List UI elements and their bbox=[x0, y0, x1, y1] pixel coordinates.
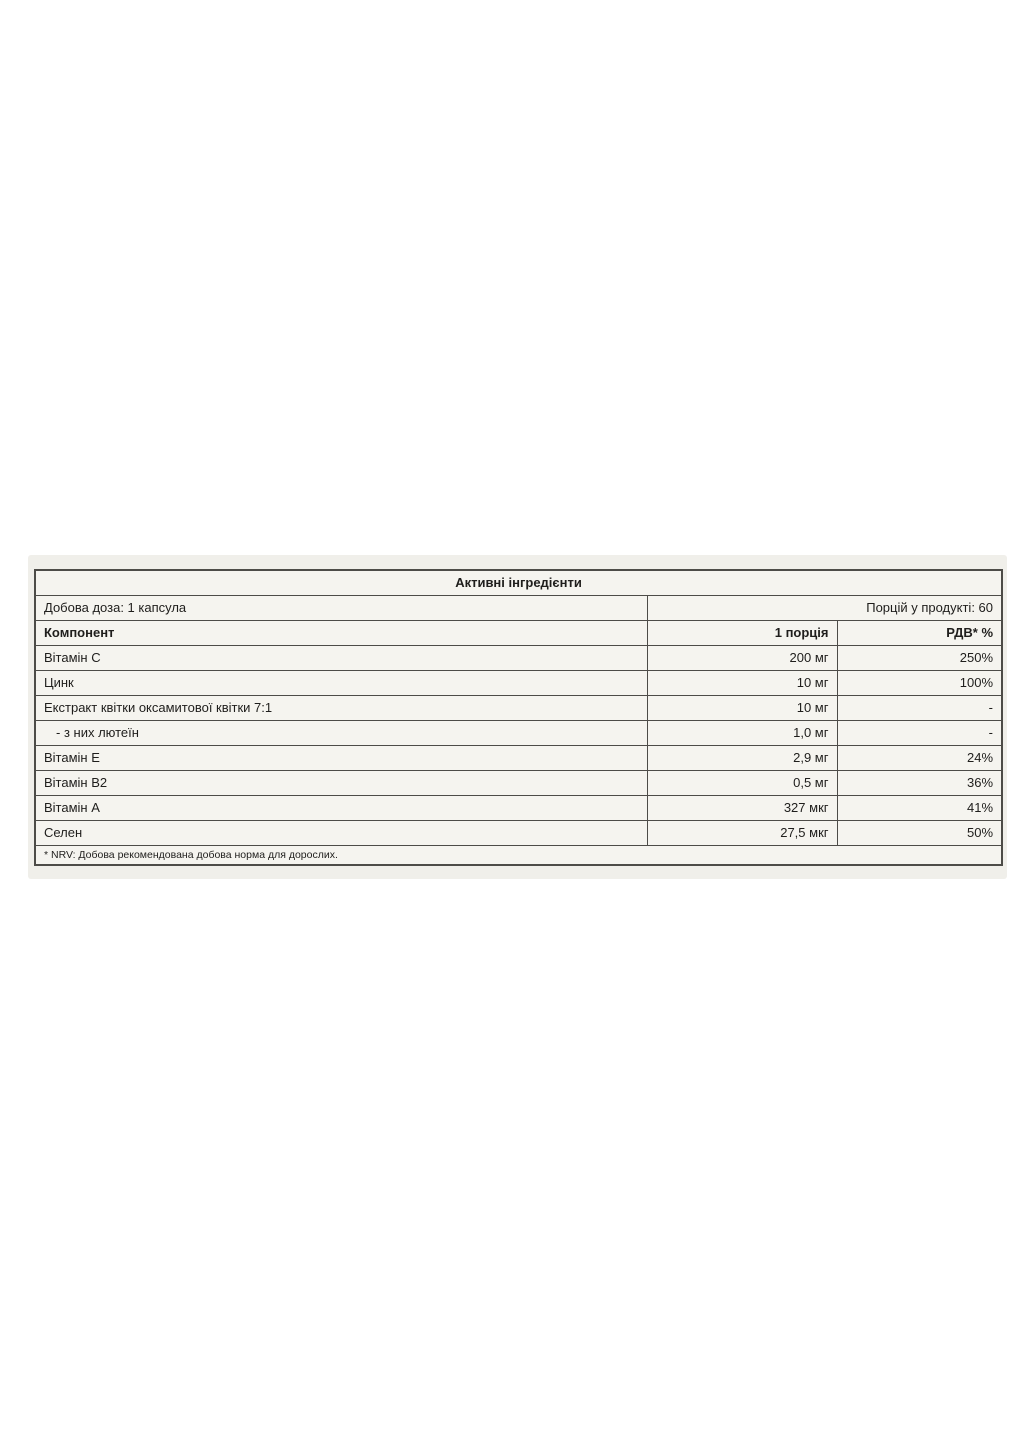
amount-cell: 10 мг bbox=[646, 694, 838, 721]
daily-dose-label: Добова доза: 1 капсула bbox=[34, 594, 648, 621]
table-row: Вітамін A 327 мкг 41% bbox=[34, 794, 1003, 821]
table-title: Активні інгредієнти bbox=[34, 569, 1003, 596]
amount-cell: 200 мг bbox=[646, 644, 838, 671]
amount-cell: 1,0 мг bbox=[646, 719, 838, 746]
table-row: Вітамін E 2,9 мг 24% bbox=[34, 744, 1003, 771]
nrv-cell: - bbox=[836, 694, 1003, 721]
component-cell: - з них лютеїн bbox=[34, 719, 648, 746]
component-cell: Цинк bbox=[34, 669, 648, 696]
amount-cell: 0,5 мг bbox=[646, 769, 838, 796]
column-header-component: Компонент bbox=[34, 619, 648, 646]
amount-cell: 327 мкг bbox=[646, 794, 838, 821]
amount-cell: 27,5 мкг bbox=[646, 819, 838, 846]
component-cell: Вітамін A bbox=[34, 794, 648, 821]
table-row: Селен 27,5 мкг 50% bbox=[34, 819, 1003, 846]
nrv-cell: 50% bbox=[836, 819, 1003, 846]
amount-cell: 10 мг bbox=[646, 669, 838, 696]
component-cell: Екстракт квітки оксамитової квітки 7:1 bbox=[34, 694, 648, 721]
column-header-nrv: РДВ* % bbox=[836, 619, 1003, 646]
nrv-cell: 100% bbox=[836, 669, 1003, 696]
column-header-row: Компонент 1 порція РДВ* % bbox=[34, 619, 1003, 646]
nrv-cell: 41% bbox=[836, 794, 1003, 821]
active-ingredients-card: Активні інгредієнти Добова доза: 1 капсу… bbox=[28, 555, 1007, 880]
component-cell: Вітамін B2 bbox=[34, 769, 648, 796]
column-header-per-serving: 1 порція bbox=[646, 619, 838, 646]
nrv-cell: 36% bbox=[836, 769, 1003, 796]
amount-cell: 2,9 мг bbox=[646, 744, 838, 771]
servings-label: Порцій у продукті: 60 bbox=[646, 594, 1003, 621]
table-row: Екстракт квітки оксамитової квітки 7:1 1… bbox=[34, 694, 1003, 721]
footnote-text: * NRV: Добова рекомендована добова норма… bbox=[34, 844, 1003, 866]
component-cell: Вітамін E bbox=[34, 744, 648, 771]
active-ingredients-table: Активні інгредієнти Добова доза: 1 капсу… bbox=[34, 569, 1004, 867]
dose-row: Добова доза: 1 капсула Порцій у продукті… bbox=[34, 594, 1003, 621]
footnote-row: * NRV: Добова рекомендована добова норма… bbox=[34, 844, 1003, 866]
component-cell: Селен bbox=[34, 819, 648, 846]
table-row: Вітамін C 200 мг 250% bbox=[34, 644, 1003, 671]
table-title-row: Активні інгредієнти bbox=[34, 569, 1003, 596]
nrv-cell: 250% bbox=[836, 644, 1003, 671]
nrv-cell: 24% bbox=[836, 744, 1003, 771]
table-row: Цинк 10 мг 100% bbox=[34, 669, 1003, 696]
table-row: Вітамін B2 0,5 мг 36% bbox=[34, 769, 1003, 796]
table-row: - з них лютеїн 1,0 мг - bbox=[34, 719, 1003, 746]
nrv-cell: - bbox=[836, 719, 1003, 746]
component-cell: Вітамін C bbox=[34, 644, 648, 671]
